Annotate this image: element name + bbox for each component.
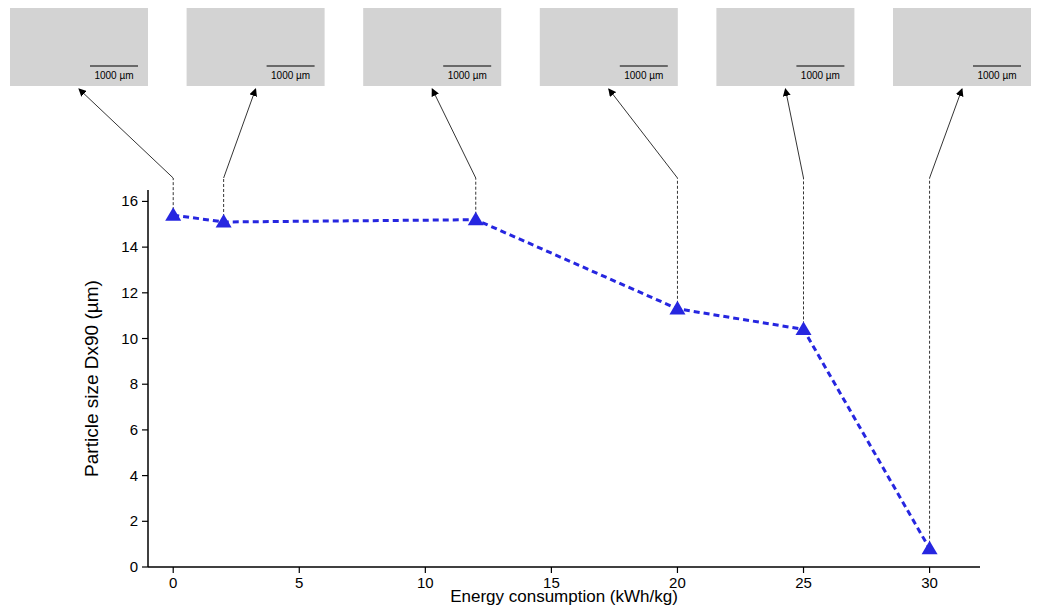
x-tick-label: 5 xyxy=(295,574,303,591)
scale-bar xyxy=(796,65,844,66)
scale-bar-label: 1000 µm xyxy=(977,70,1016,81)
x-tick xyxy=(929,567,930,573)
leader-arrow xyxy=(785,89,803,178)
micrograph: 1000 µm xyxy=(10,8,148,86)
scale-bar xyxy=(973,65,1021,66)
micrograph: 1000 µm xyxy=(540,8,678,86)
data-marker xyxy=(796,321,812,335)
data-marker xyxy=(922,541,938,555)
micrograph: 1000 µm xyxy=(893,8,1031,86)
y-tick xyxy=(142,201,148,202)
x-tick xyxy=(173,567,174,573)
leader-arrow xyxy=(930,89,962,178)
scale-bar-label: 1000 µm xyxy=(94,70,133,81)
y-tick-label: 12 xyxy=(121,284,138,301)
scale-bar-label: 1000 µm xyxy=(801,70,840,81)
y-tick-label: 0 xyxy=(130,558,138,575)
data-marker xyxy=(165,207,181,221)
y-tick-label: 8 xyxy=(130,375,138,392)
micrograph-image xyxy=(893,8,1031,86)
scale-bar-label: 1000 µm xyxy=(448,70,487,81)
x-tick-label: 30 xyxy=(921,574,938,591)
data-marker xyxy=(468,212,484,226)
leader-line xyxy=(803,178,804,329)
micrograph-image xyxy=(187,8,325,86)
y-tick xyxy=(142,475,148,476)
y-tick xyxy=(142,384,148,385)
x-tick xyxy=(551,567,552,573)
leader-arrow xyxy=(432,89,476,178)
scale-bar xyxy=(620,65,668,66)
y-axis-title: Particle size Dx90 (µm) xyxy=(81,280,102,477)
data-line xyxy=(173,215,929,549)
data-marker xyxy=(669,301,685,315)
x-tick-label: 0 xyxy=(169,574,177,591)
y-tick-label: 14 xyxy=(121,238,138,255)
x-tick xyxy=(425,567,426,573)
y-tick-label: 10 xyxy=(121,330,138,347)
leader-line xyxy=(677,178,678,309)
y-tick xyxy=(142,338,148,339)
y-tick-label: 6 xyxy=(130,421,138,438)
scale-bar xyxy=(90,65,138,66)
x-tick xyxy=(677,567,678,573)
x-axis-line xyxy=(148,566,980,568)
leader-arrow xyxy=(224,89,256,178)
chart: 1000 µm 1000 µm 1000 µm 1000 µm 1000 µm 1000 … xyxy=(0,0,1041,608)
micrograph-image xyxy=(716,8,854,86)
leader-arrow xyxy=(609,89,678,178)
x-tick xyxy=(299,567,300,573)
micrograph-image xyxy=(10,8,148,86)
scale-bar xyxy=(443,65,491,66)
plot-area xyxy=(165,207,937,554)
data-marker xyxy=(216,214,232,228)
y-tick xyxy=(142,429,148,430)
x-tick-label: 25 xyxy=(795,574,812,591)
y-tick xyxy=(142,247,148,248)
micrograph-image xyxy=(363,8,501,86)
leader-line xyxy=(929,178,930,549)
y-tick xyxy=(142,521,148,522)
y-tick-label: 16 xyxy=(121,192,138,209)
y-tick xyxy=(142,292,148,293)
scale-bar-label: 1000 µm xyxy=(624,70,663,81)
y-tick-label: 2 xyxy=(130,512,138,529)
micrograph: 1000 µm xyxy=(716,8,854,86)
x-axis-title: Energy consumption (kWh/kg) xyxy=(450,587,678,606)
x-tick xyxy=(803,567,804,573)
micrograph: 1000 µm xyxy=(363,8,501,86)
y-tick-label: 4 xyxy=(130,467,138,484)
scale-bar xyxy=(267,65,315,66)
scale-bar-label: 1000 µm xyxy=(271,70,310,81)
x-tick-label: 10 xyxy=(417,574,434,591)
leader-arrow xyxy=(79,89,173,178)
micrograph: 1000 µm xyxy=(187,8,325,86)
y-tick xyxy=(142,566,148,567)
micrograph-image xyxy=(540,8,678,86)
